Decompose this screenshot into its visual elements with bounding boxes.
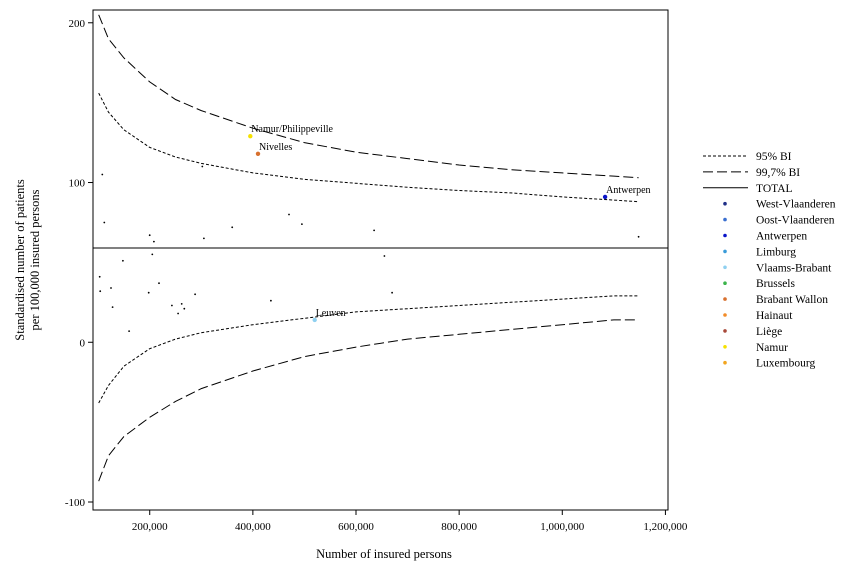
band-95-bi-upper xyxy=(98,92,639,203)
legend-swatch-vlaams-brabant xyxy=(723,265,727,270)
point-brabant-wallon-0 xyxy=(255,151,261,156)
data-point-18 xyxy=(158,282,160,285)
x-axis: 200,000 400,000 600,000 800,000 1,000,000 1,2… xyxy=(132,510,688,533)
data-point-4 xyxy=(153,240,155,243)
legend-swatch-west-vlaanderen xyxy=(723,201,727,206)
y-tick-label-3: 200 xyxy=(69,18,86,30)
data-point-15 xyxy=(111,306,114,308)
legend: 95% BI 99,7% BI TOTAL West-Vlaanderen Oost-V… xyxy=(703,151,836,370)
data-point-7 xyxy=(231,226,234,229)
data-point-24 xyxy=(194,293,197,296)
legend-label-namur: Namur xyxy=(756,342,788,354)
x-tick-label-3: 800,000 xyxy=(441,521,477,533)
y-axis-title-line-2: per 100,000 insured persons xyxy=(28,189,42,330)
band-95-bi-lower xyxy=(98,295,639,404)
point-vlaams-brabant-0 xyxy=(312,317,317,323)
x-tick-label-4: 1,000,000 xyxy=(540,521,585,533)
y-axis-title-line-1: Standardised number of patients xyxy=(13,179,27,341)
data-point-5 xyxy=(201,165,204,168)
x-tick-label-1: 400,000 xyxy=(235,521,271,533)
y-axis: -100 0 100 200 xyxy=(65,18,93,509)
annotation-namur-philippeville: Namur/Philippeville xyxy=(251,124,333,135)
y-tick-label-1: 0 xyxy=(80,337,86,349)
legend-label-brussels: Brussels xyxy=(756,278,796,290)
x-tick-label-5: 1,200,000 xyxy=(643,521,688,533)
legend-label-west-vlaanderen: West-Vlaanderen xyxy=(756,199,836,211)
legend-label-total: TOTAL xyxy=(756,183,793,195)
data-point-25 xyxy=(270,299,272,302)
data-point-10 xyxy=(373,229,375,232)
plot-frame xyxy=(92,9,669,511)
legend-swatch-hainaut xyxy=(723,313,727,317)
y-axis-title: Standardised number of patients per 100,… xyxy=(13,179,42,341)
data-points xyxy=(98,134,640,332)
legend-label-oost-vlaanderen: Oost-Vlaanderen xyxy=(756,215,835,227)
data-point-16 xyxy=(128,330,131,332)
y-tick-label-0: -100 xyxy=(65,497,86,509)
legend-label-hainaut: Hainaut xyxy=(756,310,793,322)
y-tick-label-2: 100 xyxy=(69,178,86,190)
x-tick-label-2: 600,000 xyxy=(338,521,374,533)
data-point-3 xyxy=(148,234,151,237)
data-point-6 xyxy=(203,237,205,240)
x-axis-title: Number of insured persons xyxy=(316,547,452,561)
legend-swatch-limburg xyxy=(723,249,727,254)
data-point-0 xyxy=(101,173,104,176)
data-point-19 xyxy=(147,291,150,294)
legend-label-antwerpen: Antwerpen xyxy=(756,231,807,243)
legend-label-99-7-bi: 99,7% BI xyxy=(756,167,800,179)
legend-label-vlaams-brabant: Vlaams-Brabant xyxy=(756,262,832,274)
legend-label-brabant-wallon: Brabant Wallon xyxy=(756,294,828,306)
data-point-14 xyxy=(110,287,112,289)
point-antwerpen-0 xyxy=(602,194,608,200)
legend-label-95-bi: 95% BI xyxy=(756,151,792,163)
data-point-13 xyxy=(99,290,102,293)
legend-swatch-antwerpen xyxy=(723,233,727,238)
annotation-nivelles: Nivelles xyxy=(259,142,292,153)
legend-swatch-li-ge xyxy=(723,329,727,333)
band-99-7-bi-upper xyxy=(98,14,639,179)
data-point-26 xyxy=(383,255,386,257)
data-point-2 xyxy=(122,259,124,262)
annotation-leuven: Leuven xyxy=(316,308,346,319)
data-point-1 xyxy=(103,221,106,224)
point-namur-0 xyxy=(248,134,253,139)
data-point-21 xyxy=(177,312,180,315)
data-point-11 xyxy=(637,235,640,238)
legend-label-li-ge: Liège xyxy=(756,326,782,338)
data-point-23 xyxy=(183,307,186,310)
point-annotations: Namur/Philippeville Nivelles Antwerpen Leuv… xyxy=(251,124,650,319)
data-point-20 xyxy=(171,304,173,307)
band-99-7-bi-lower xyxy=(98,319,639,482)
legend-swatch-brabant-wallon xyxy=(723,297,727,301)
x-tick-label-0: 200,000 xyxy=(132,521,168,533)
legend-swatch-luxembourg xyxy=(723,360,727,365)
data-point-27 xyxy=(391,291,393,294)
legend-swatch-brussels xyxy=(723,281,727,286)
data-point-12 xyxy=(98,275,101,278)
data-point-8 xyxy=(288,213,290,216)
legend-swatch-oost-vlaanderen xyxy=(723,217,727,222)
confidence-bands xyxy=(98,14,639,482)
legend-label-limburg: Limburg xyxy=(756,246,796,258)
data-point-22 xyxy=(180,303,183,305)
annotation-antwerpen: Antwerpen xyxy=(606,185,650,196)
legend-label-luxembourg: Luxembourg xyxy=(756,358,815,370)
legend-swatch-namur xyxy=(723,345,727,349)
data-point-17 xyxy=(151,253,154,256)
data-point-9 xyxy=(301,223,303,226)
